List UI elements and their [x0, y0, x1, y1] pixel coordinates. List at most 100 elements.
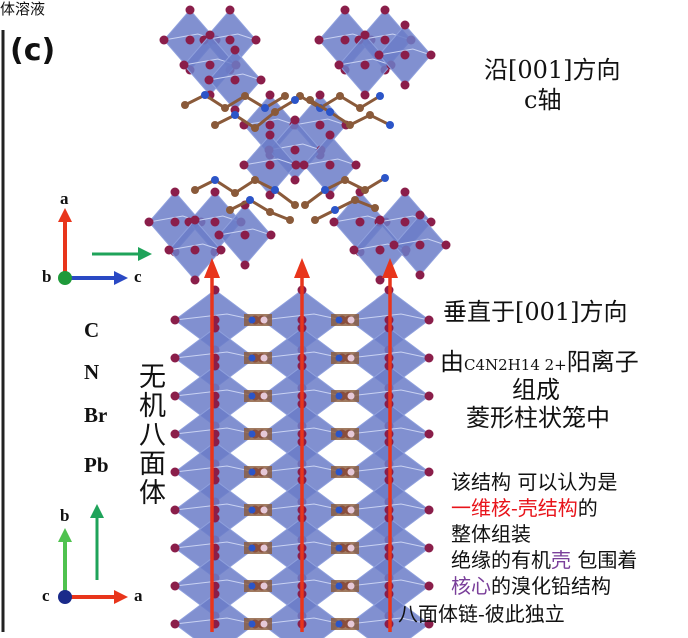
- organic-atom: [335, 620, 343, 628]
- organic-chain: [229, 198, 291, 222]
- organic-atom: [286, 216, 294, 224]
- desc-line: 一维核-壳结构的: [451, 498, 598, 518]
- pb-br-atom: [230, 45, 240, 55]
- pb-br-atom: [185, 5, 195, 15]
- pb-br-atom: [159, 35, 169, 45]
- pb-br-atom: [325, 130, 335, 140]
- organic-atom: [347, 316, 355, 324]
- text-run: 绝缘的有机: [451, 548, 551, 572]
- organic-cation: [244, 352, 272, 364]
- desc-line: 八面体链-彼此独立: [398, 604, 565, 624]
- pb-br-atom: [325, 160, 335, 170]
- organic-atom: [366, 111, 374, 119]
- pb-br-atom: [340, 35, 350, 45]
- organic-atom: [321, 186, 329, 194]
- organic-atom: [201, 91, 209, 99]
- pb-br-atom: [216, 245, 226, 255]
- organic-atom: [271, 108, 279, 116]
- annotation: 组成: [512, 376, 560, 404]
- pb-br-atom: [334, 60, 344, 70]
- text-run: 壳: [551, 548, 571, 572]
- organic-atom: [347, 620, 355, 628]
- pb-br-atom: [400, 50, 410, 60]
- axis-label: b: [60, 506, 70, 525]
- organic-atom: [248, 582, 256, 590]
- axis-label: b: [42, 267, 52, 286]
- pb-br-atom: [355, 217, 365, 227]
- organic-atom: [341, 176, 349, 184]
- pb-br-atom: [190, 275, 200, 285]
- organic-atom: [335, 582, 343, 590]
- pb-br-atom: [256, 75, 266, 85]
- pb-br-atom: [424, 429, 434, 439]
- organic-atom: [248, 620, 256, 628]
- organic-atom: [261, 104, 269, 112]
- organic-atom: [248, 544, 256, 552]
- pb-br-atom: [290, 115, 300, 125]
- octahedron-edge: [243, 118, 297, 126]
- pb-br-atom: [205, 60, 215, 70]
- organic-cation: [244, 618, 272, 630]
- desc-line: 绝缘的有机壳 包围着: [451, 550, 637, 570]
- pb-br-atom: [415, 210, 425, 220]
- organic-atom: [376, 92, 384, 100]
- organic-atom: [226, 206, 234, 214]
- organic-cation: [244, 428, 272, 440]
- organic-atom: [347, 544, 355, 552]
- pb-br-atom: [299, 160, 309, 170]
- organic-cation: [331, 466, 359, 478]
- organic-atom: [361, 186, 369, 194]
- pb-br-atom: [225, 5, 235, 15]
- pb-br-atom: [240, 260, 250, 270]
- pb-br-atom: [204, 75, 214, 85]
- pb-br-atom: [239, 160, 249, 170]
- organic-atom: [260, 354, 268, 362]
- text-run: 整体组装: [451, 522, 531, 546]
- text-run: 由: [440, 348, 464, 376]
- pb-br-atom: [170, 429, 180, 439]
- organic-cation: [244, 390, 272, 402]
- organic-atom: [260, 544, 268, 552]
- pb-br-atom: [170, 619, 180, 629]
- octahedron-edge: [378, 48, 432, 56]
- chain-arrow-head: [204, 258, 220, 278]
- text-run: 的溴化铅结构: [491, 574, 611, 598]
- organic-cation: [331, 314, 359, 326]
- organic-atom: [248, 506, 256, 514]
- pb-br-atom: [144, 217, 154, 227]
- organic-cation: [244, 580, 272, 592]
- organic-atom: [246, 196, 254, 204]
- pb-br-atom: [415, 270, 425, 280]
- pb-br-atom: [170, 315, 180, 325]
- pb-br-atom: [426, 217, 436, 227]
- organic-atom: [260, 430, 268, 438]
- organic-atom: [335, 468, 343, 476]
- vertical-label: 无机八面体: [134, 362, 165, 507]
- pb-br-atom: [375, 245, 385, 255]
- organic-cation: [331, 542, 359, 554]
- pb-br-atom: [185, 35, 195, 45]
- organic-cation: [331, 352, 359, 364]
- pb-br-atom: [265, 160, 275, 170]
- pb-br-atom: [164, 245, 174, 255]
- pb-br-atom: [170, 581, 180, 591]
- legend-item: Br: [84, 403, 108, 427]
- annotation: c轴: [524, 86, 562, 114]
- organic-cation: [331, 428, 359, 440]
- fragment-text: 体溶液: [0, 0, 46, 18]
- organic-atom: [336, 92, 344, 100]
- pb-br-atom: [240, 230, 250, 240]
- octahedron-edge: [348, 541, 430, 549]
- octahedron-edge: [348, 579, 430, 587]
- organic-atom: [260, 582, 268, 590]
- pb-br-atom: [424, 315, 434, 325]
- organic-atom: [371, 204, 379, 212]
- octahedron: [174, 593, 256, 638]
- pb-br-atom: [210, 217, 220, 227]
- organic-atom: [291, 201, 299, 209]
- octahedra: [144, 5, 451, 638]
- organic-atom: [181, 101, 189, 109]
- organic-atom: [248, 430, 256, 438]
- annotation: 由C4N2H14 2+阳离子: [440, 350, 639, 374]
